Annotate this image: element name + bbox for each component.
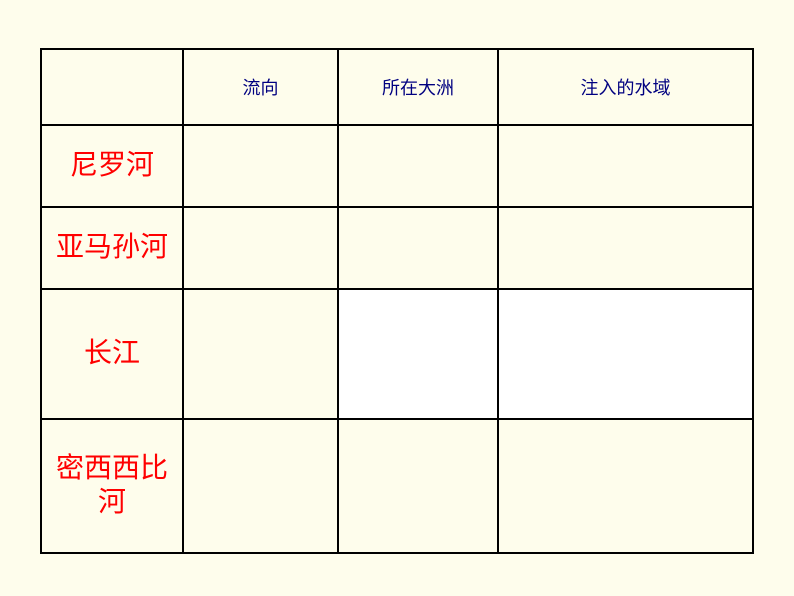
header-direction: 流向 xyxy=(183,49,338,125)
river-table-container: 流向 所在大洲 注入的水域 尼罗河 亚马孙河 长江 密西西比河 xyxy=(40,48,754,554)
cell-mississippi-direction xyxy=(183,419,338,553)
river-label-yangtze: 长江 xyxy=(41,289,183,419)
cell-amazon-direction xyxy=(183,207,338,289)
cell-nile-direction xyxy=(183,125,338,207)
river-label-amazon: 亚马孙河 xyxy=(41,207,183,289)
header-continent: 所在大洲 xyxy=(338,49,498,125)
header-waterbody: 注入的水域 xyxy=(498,49,753,125)
table-row: 亚马孙河 xyxy=(41,207,753,289)
table-row: 尼罗河 xyxy=(41,125,753,207)
corner-cell xyxy=(41,49,183,125)
river-label-mississippi: 密西西比河 xyxy=(41,419,183,553)
cell-yangtze-direction xyxy=(183,289,338,419)
cell-yangtze-waterbody xyxy=(498,289,753,419)
cell-amazon-waterbody xyxy=(498,207,753,289)
cell-yangtze-continent xyxy=(338,289,498,419)
river-table: 流向 所在大洲 注入的水域 尼罗河 亚马孙河 长江 密西西比河 xyxy=(40,48,754,554)
cell-nile-continent xyxy=(338,125,498,207)
cell-mississippi-waterbody xyxy=(498,419,753,553)
table-row: 密西西比河 xyxy=(41,419,753,553)
cell-amazon-continent xyxy=(338,207,498,289)
table-header-row: 流向 所在大洲 注入的水域 xyxy=(41,49,753,125)
table-row: 长江 xyxy=(41,289,753,419)
cell-mississippi-continent xyxy=(338,419,498,553)
cell-nile-waterbody xyxy=(498,125,753,207)
river-label-nile: 尼罗河 xyxy=(41,125,183,207)
